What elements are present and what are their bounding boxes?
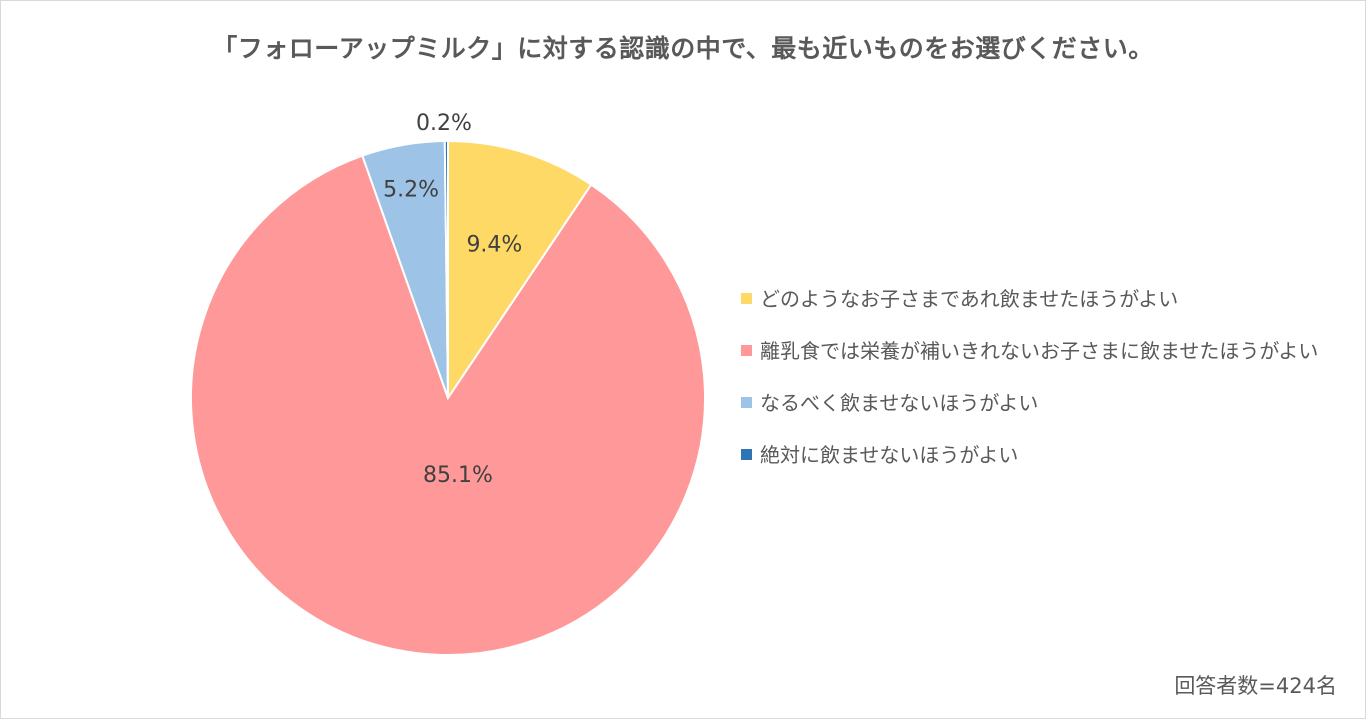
legend-label: 絶対に飲ませないほうがよい <box>760 443 1019 467</box>
legend-item: 絶対に飲ませないほうがよい <box>741 439 1018 468</box>
chart-title: 「フォローアップミルク」に対する認識の中で、最も近いものをお選びください。 <box>212 34 1154 63</box>
legend-item: なるべく飲ませないほうがよい <box>741 387 1038 416</box>
legend-item: 離乳食では栄養が補いきれないお子さまに飲ませたほうがよい <box>741 335 1318 364</box>
legend-swatch <box>741 345 752 356</box>
legend-swatch <box>741 449 752 460</box>
slice-data-label: 0.2% <box>416 111 472 136</box>
pie-slice <box>447 139 593 402</box>
legend-label: 離乳食では栄養が補いきれないお子さまに飲ませたほうがよい <box>760 339 1319 363</box>
legend-label: なるべく飲ませないほうがよい <box>760 391 1039 415</box>
slice-data-label: 85.1% <box>423 463 493 488</box>
slice-data-label: 5.2% <box>383 178 439 203</box>
slice-data-label: 9.4% <box>466 233 522 258</box>
legend-label: どのようなお子さまであれ飲ませたほうがよい <box>760 287 1179 311</box>
pie-slice <box>190 154 706 656</box>
legend-swatch <box>741 397 752 408</box>
pie-slice <box>443 139 449 399</box>
legend-swatch <box>741 293 752 304</box>
respondent-count: 回答者数=424名 <box>1174 674 1337 698</box>
legend-item: どのようなお子さまであれ飲ませたほうがよい <box>741 283 1178 312</box>
